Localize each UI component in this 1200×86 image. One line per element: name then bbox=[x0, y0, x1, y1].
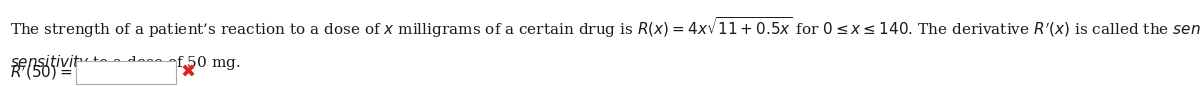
Text: ✖: ✖ bbox=[181, 64, 196, 82]
Text: $\mathit{sensitivity}$ to a dose of 50 mg.: $\mathit{sensitivity}$ to a dose of 50 m… bbox=[10, 53, 240, 72]
Text: $R'(50) =$: $R'(50) =$ bbox=[10, 63, 72, 82]
Text: The strength of a patient’s reaction to a dose of $x$ milligrams of a certain dr: The strength of a patient’s reaction to … bbox=[10, 15, 1200, 40]
